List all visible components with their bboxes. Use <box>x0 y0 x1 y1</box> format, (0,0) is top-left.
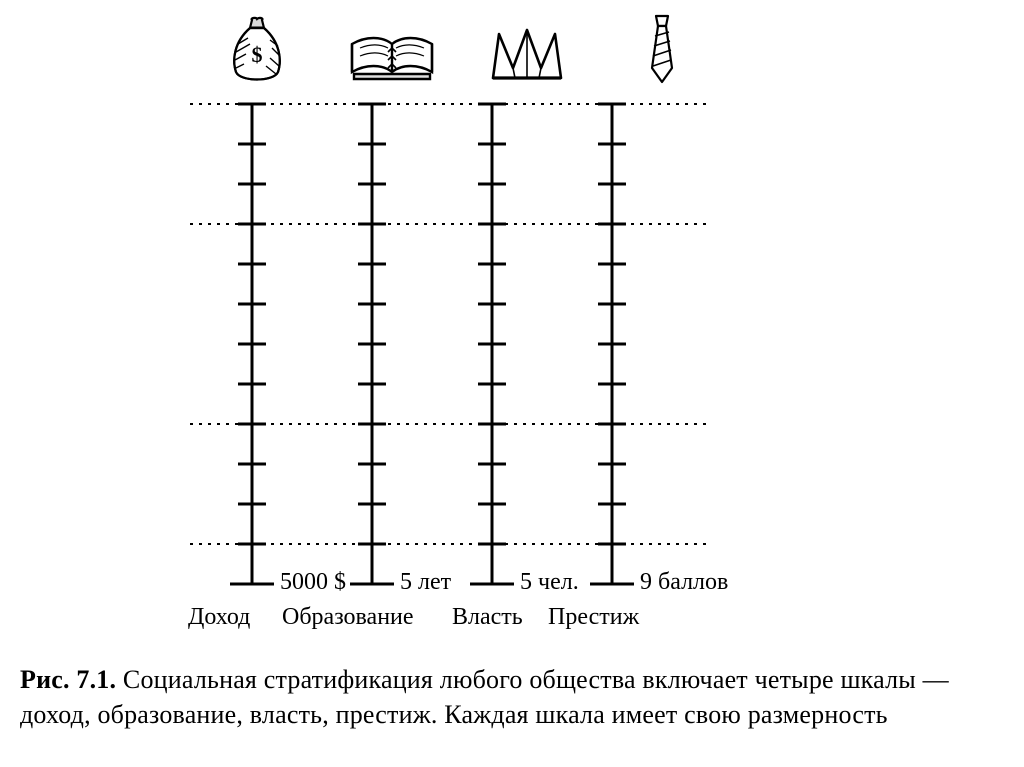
svg-text:$: $ <box>252 42 263 67</box>
crown-icon <box>487 24 567 86</box>
axis-labels-row: Доход Образование Власть Престиж <box>152 604 872 634</box>
axis-label-power: Власть <box>452 604 523 631</box>
caption-label: Рис. 7.1. <box>20 665 116 694</box>
money-bag-icon: $ <box>226 16 288 86</box>
icon-row: $ <box>152 10 872 86</box>
book-icon <box>348 30 436 86</box>
value-label-2: 5 лет <box>400 569 452 595</box>
scales-svg: 5000 $ 5 лет 5 чел. 9 баллов <box>152 92 872 602</box>
caption-text: Социальная стратификация любого общества… <box>20 665 949 729</box>
axis-label-prestige: Престиж <box>548 604 639 631</box>
value-label-1: 5000 $ <box>280 569 346 595</box>
necktie-icon <box>644 14 680 86</box>
axis-label-education: Образование <box>282 604 414 631</box>
value-label-4: 9 баллов <box>640 569 728 595</box>
stratification-diagram: $ <box>152 10 872 634</box>
figure-caption: Рис. 7.1. Социальная стратификация любог… <box>20 662 1000 732</box>
value-label-3: 5 чел. <box>520 569 579 595</box>
axis-label-income: Доход <box>188 604 250 631</box>
